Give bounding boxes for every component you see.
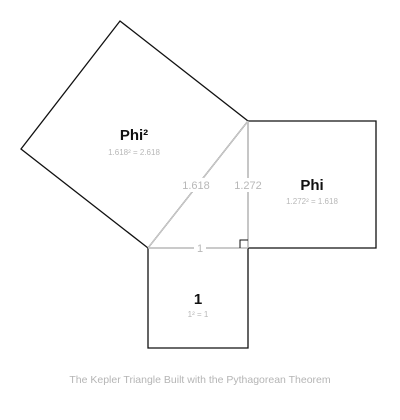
horizontal-leg-square-label: 1 <box>194 291 202 308</box>
horizontal-leg-square-equation: 1² = 1 <box>188 310 209 319</box>
hypotenuse-length-label: 1.618 <box>182 180 210 192</box>
vertical-leg-square-equation: 1.272² = 1.618 <box>286 197 338 206</box>
vertical-leg-length-label: 1.272 <box>234 180 262 192</box>
hypotenuse-square-equation: 1.618² = 2.618 <box>108 148 160 157</box>
vertical-leg-square-label: Phi <box>300 177 323 194</box>
hypotenuse-label-backdrop <box>178 178 212 192</box>
diagram-caption: The Kepler Triangle Built with the Pytha… <box>69 374 331 386</box>
hypotenuse-square-label: Phi² <box>120 127 148 144</box>
horizontal-leg-length-label: 1 <box>197 243 203 255</box>
horizontal-leg-label-backdrop <box>194 241 206 255</box>
right-angle-marker <box>239 239 248 248</box>
vertical-leg-label-backdrop <box>230 178 266 192</box>
